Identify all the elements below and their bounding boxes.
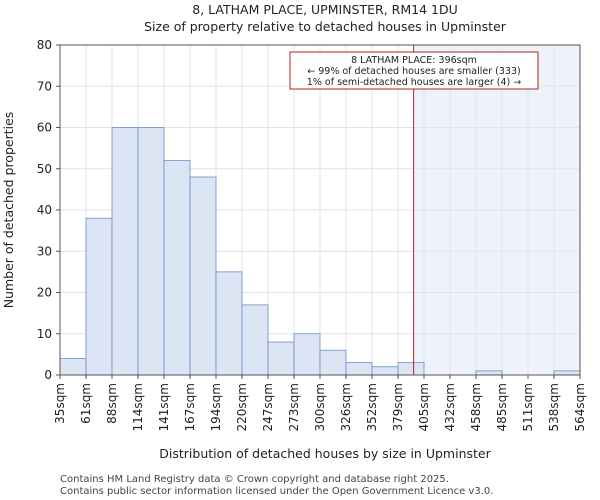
bar-247sqm — [267, 341, 295, 376]
bar-35sqm — [59, 358, 87, 376]
x-tick-label: 379sqm — [391, 383, 405, 431]
y-tick-label: 20 — [37, 286, 52, 300]
bar-538sqm — [553, 370, 581, 376]
annotation-line-2: ← 99% of detached houses are smaller (33… — [307, 66, 520, 77]
bar-273sqm — [293, 333, 321, 376]
x-tick-label: 511sqm — [521, 383, 535, 431]
y-axis-ticks: 0 10 20 30 40 50 60 70 80 — [37, 38, 60, 382]
x-tick-label: 405sqm — [417, 383, 431, 431]
bar-458sqm — [475, 370, 503, 376]
y-tick-label: 50 — [37, 162, 52, 176]
bar-326sqm — [345, 362, 373, 376]
x-tick-label: 167sqm — [183, 383, 197, 431]
x-tick-label: 35sqm — [53, 383, 67, 424]
footer-line-2: Contains public sector information licen… — [60, 486, 493, 497]
bar-194sqm — [215, 271, 243, 376]
footer-line-1: Contains HM Land Registry data © Crown c… — [60, 474, 449, 485]
x-axis-ticks: 35sqm 61sqm 88sqm 114sqm 141sqm 167sqm 194sqm 2… — [53, 375, 587, 431]
x-tick-label: 326sqm — [339, 383, 353, 431]
bar-352sqm — [371, 366, 399, 376]
bar-379sqm — [397, 362, 425, 376]
annotation-line-3: 1% of semi-detached houses are larger (4… — [307, 77, 521, 88]
bar-88sqm — [111, 127, 139, 376]
x-tick-label: 352sqm — [365, 383, 379, 431]
bar-61sqm — [85, 217, 113, 376]
bar-167sqm — [189, 176, 217, 376]
x-tick-label: 194sqm — [209, 383, 223, 431]
x-tick-label: 114sqm — [131, 383, 145, 431]
y-tick-label: 70 — [37, 79, 52, 93]
x-tick-label: 247sqm — [261, 383, 275, 431]
y-tick-label: 80 — [37, 38, 52, 52]
x-tick-label: 300sqm — [313, 383, 327, 431]
bar-114sqm — [137, 127, 165, 376]
x-tick-label: 458sqm — [469, 383, 483, 431]
y-tick-label: 30 — [37, 244, 52, 258]
y-axis-label: Number of detached properties — [1, 112, 16, 309]
x-tick-label: 564sqm — [573, 383, 587, 431]
y-tick-label: 40 — [37, 203, 52, 217]
annotation-line-1: 8 LATHAM PLACE: 396sqm — [351, 55, 477, 66]
y-tick-label: 60 — [37, 121, 52, 135]
x-tick-label: 273sqm — [287, 383, 301, 431]
bar-141sqm — [163, 160, 191, 376]
x-axis-label: Distribution of detached houses by size … — [159, 446, 491, 461]
y-tick-label: 0 — [44, 368, 52, 382]
x-tick-label: 432sqm — [443, 383, 457, 431]
x-tick-label: 141sqm — [157, 383, 171, 431]
x-tick-label: 538sqm — [547, 383, 561, 431]
chart-title: 8, LATHAM PLACE, UPMINSTER, RM14 1DU — [192, 2, 457, 17]
chart-subtitle: Size of property relative to detached ho… — [144, 19, 507, 34]
bars — [59, 127, 581, 376]
x-tick-label: 220sqm — [235, 383, 249, 431]
x-tick-label: 61sqm — [79, 383, 93, 424]
y-tick-label: 10 — [37, 327, 52, 341]
x-tick-label: 485sqm — [495, 383, 509, 431]
annotation-box — [289, 51, 539, 90]
bar-300sqm — [319, 349, 347, 376]
bar-220sqm — [241, 304, 269, 376]
x-tick-label: 88sqm — [105, 383, 119, 424]
